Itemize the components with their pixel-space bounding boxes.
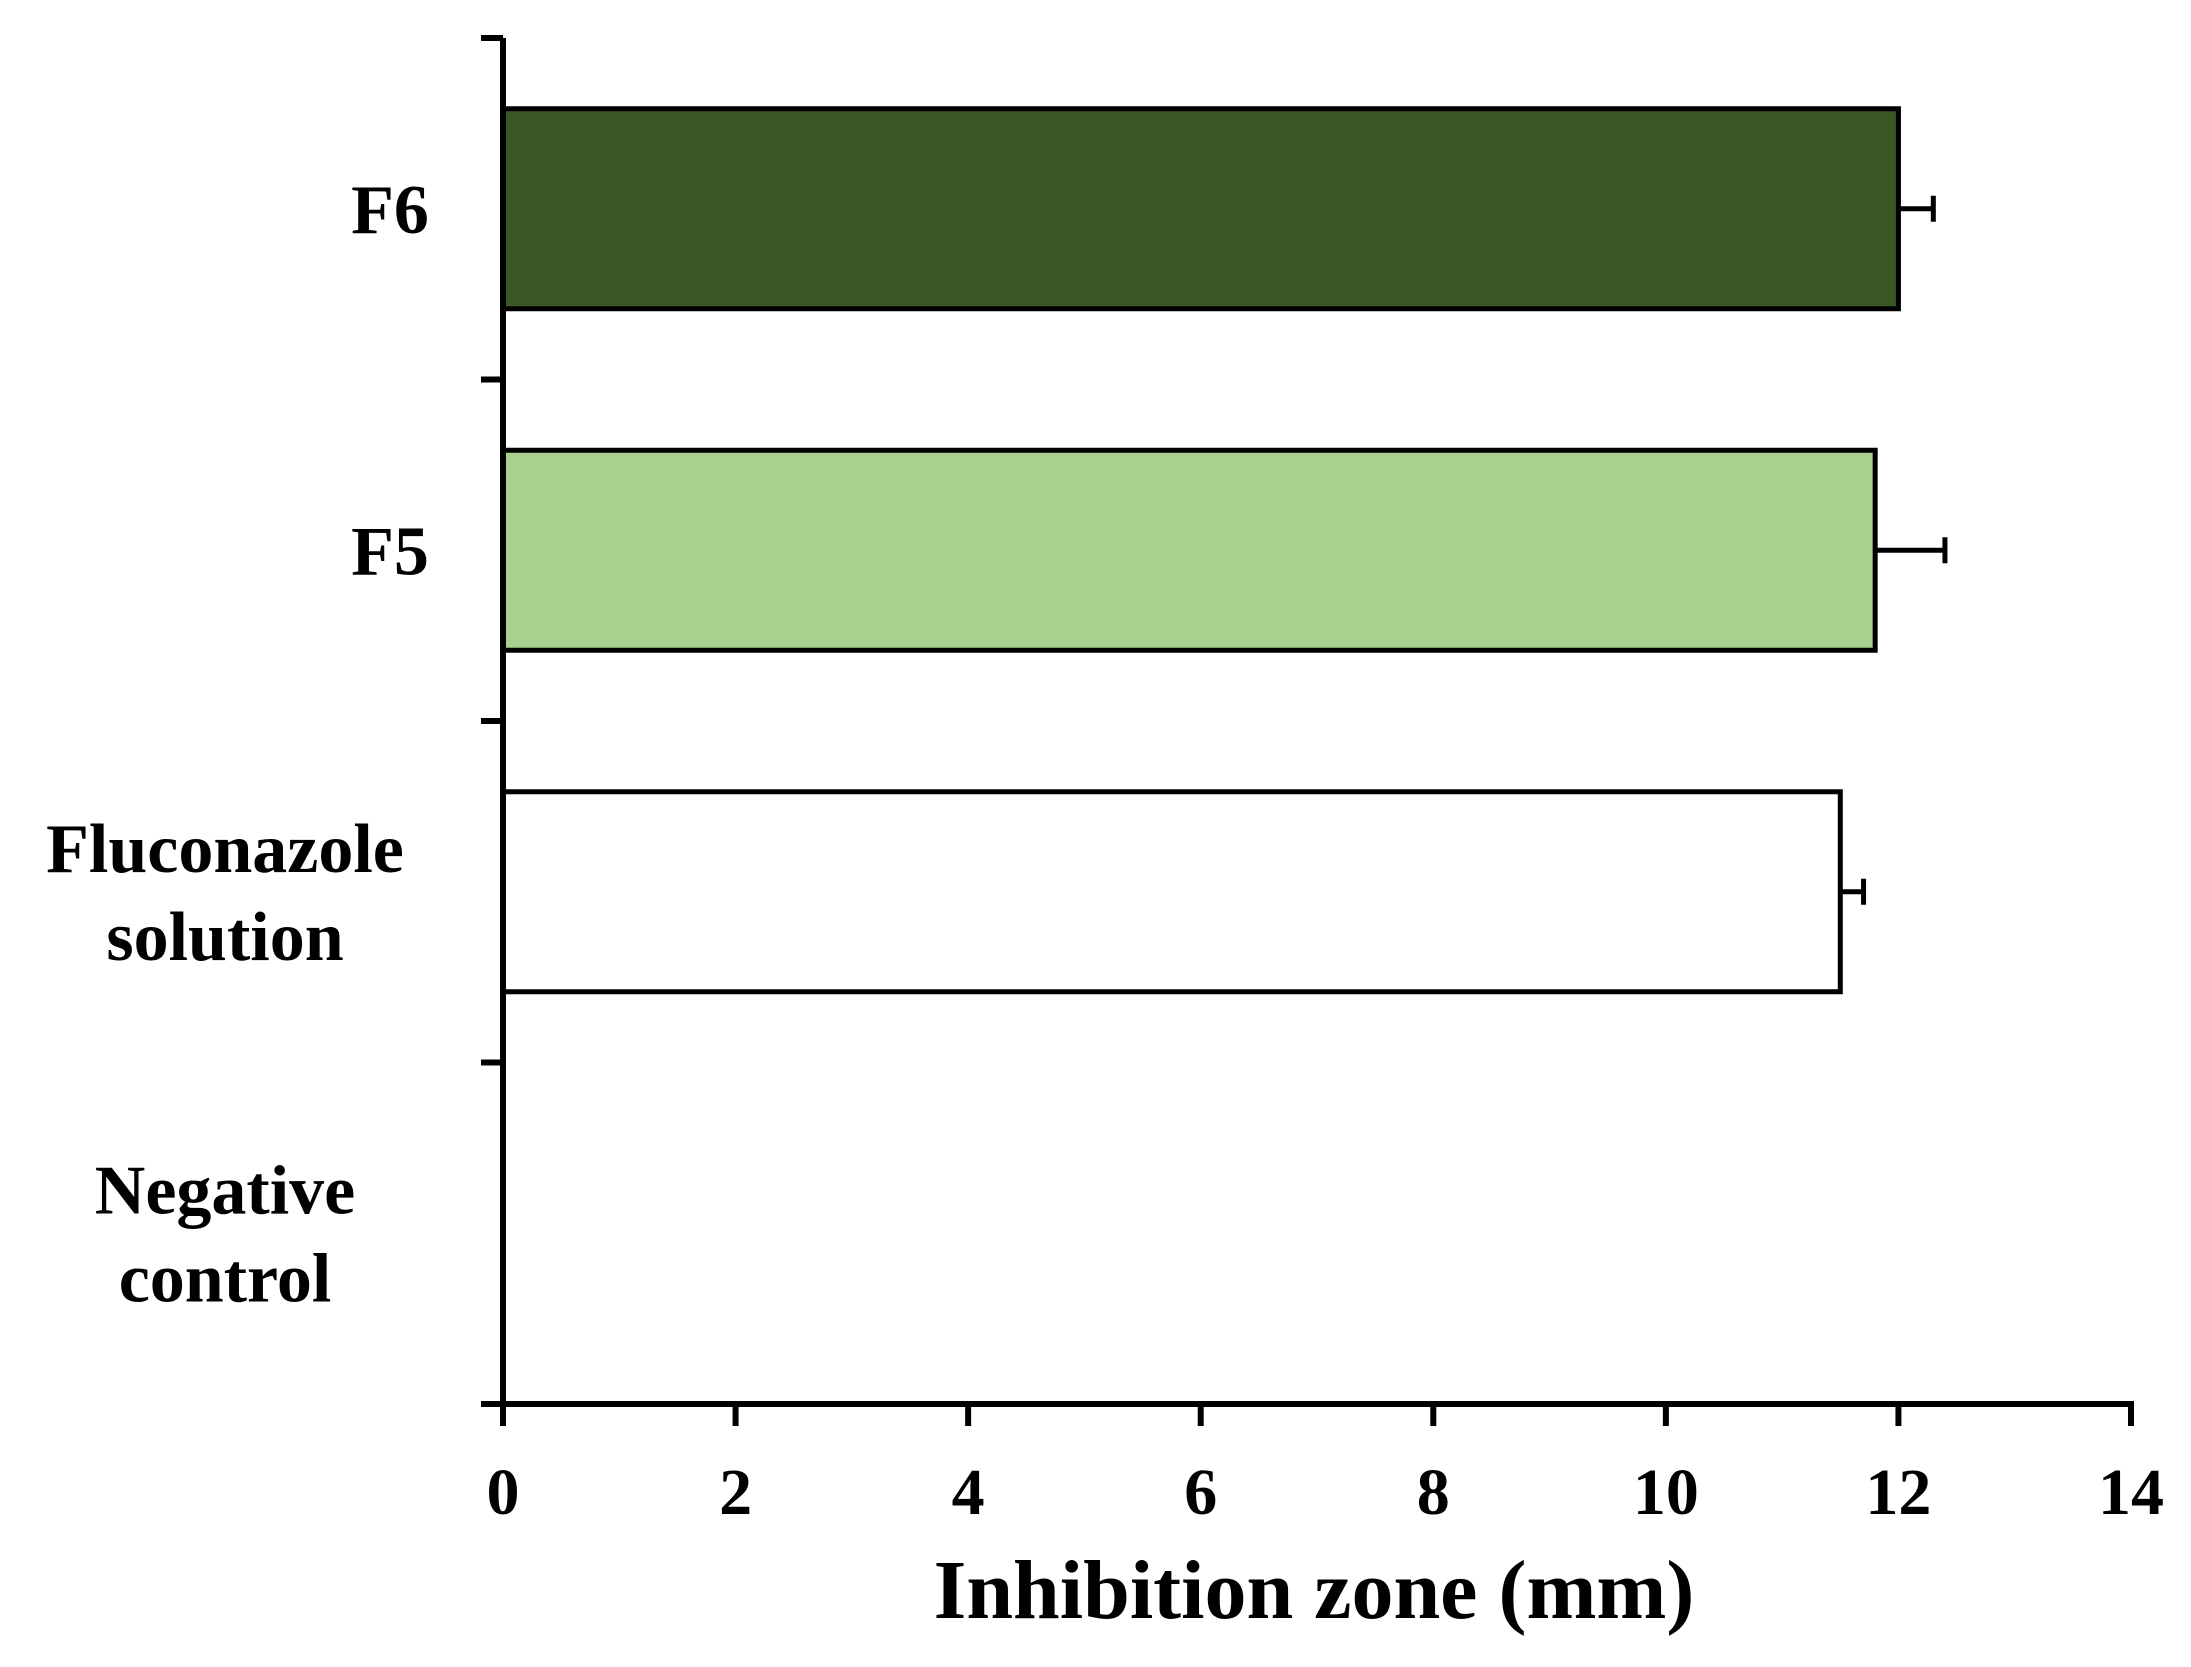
x-tick-label: 10 bbox=[1633, 1456, 1699, 1529]
category-labels-layer: F6 F5 Fluconazole solution Negative control bbox=[46, 172, 429, 1318]
x-tick-label: 6 bbox=[1184, 1456, 1217, 1529]
category-label: Negative bbox=[95, 1152, 355, 1229]
error-bars-layer bbox=[1840, 195, 1948, 905]
bar bbox=[500, 789, 1843, 995]
x-tick-label: 4 bbox=[952, 1456, 985, 1529]
x-tick-label: 8 bbox=[1417, 1456, 1450, 1529]
x-axis-title: Inhibition zone (mm) bbox=[934, 1544, 1695, 1637]
x-tick-label: 2 bbox=[719, 1456, 752, 1529]
category-label: F5 bbox=[351, 513, 429, 590]
x-tick-label: 14 bbox=[2098, 1456, 2164, 1529]
bar bbox=[500, 447, 1878, 653]
category-label: solution bbox=[106, 899, 343, 976]
y-ticks-layer bbox=[481, 35, 503, 1407]
x-ticks-layer bbox=[500, 1404, 2134, 1426]
category-label: control bbox=[119, 1240, 332, 1317]
category-label: Fluconazole bbox=[46, 811, 404, 888]
x-tick-label: 12 bbox=[1865, 1456, 1931, 1529]
x-tick-labels-layer: 0 2 4 6 8 10 12 14 bbox=[487, 1456, 2165, 1529]
bars-layer bbox=[500, 106, 1901, 995]
category-label: F6 bbox=[351, 172, 429, 249]
bar bbox=[500, 106, 1901, 312]
x-tick-label: 0 bbox=[487, 1456, 520, 1529]
